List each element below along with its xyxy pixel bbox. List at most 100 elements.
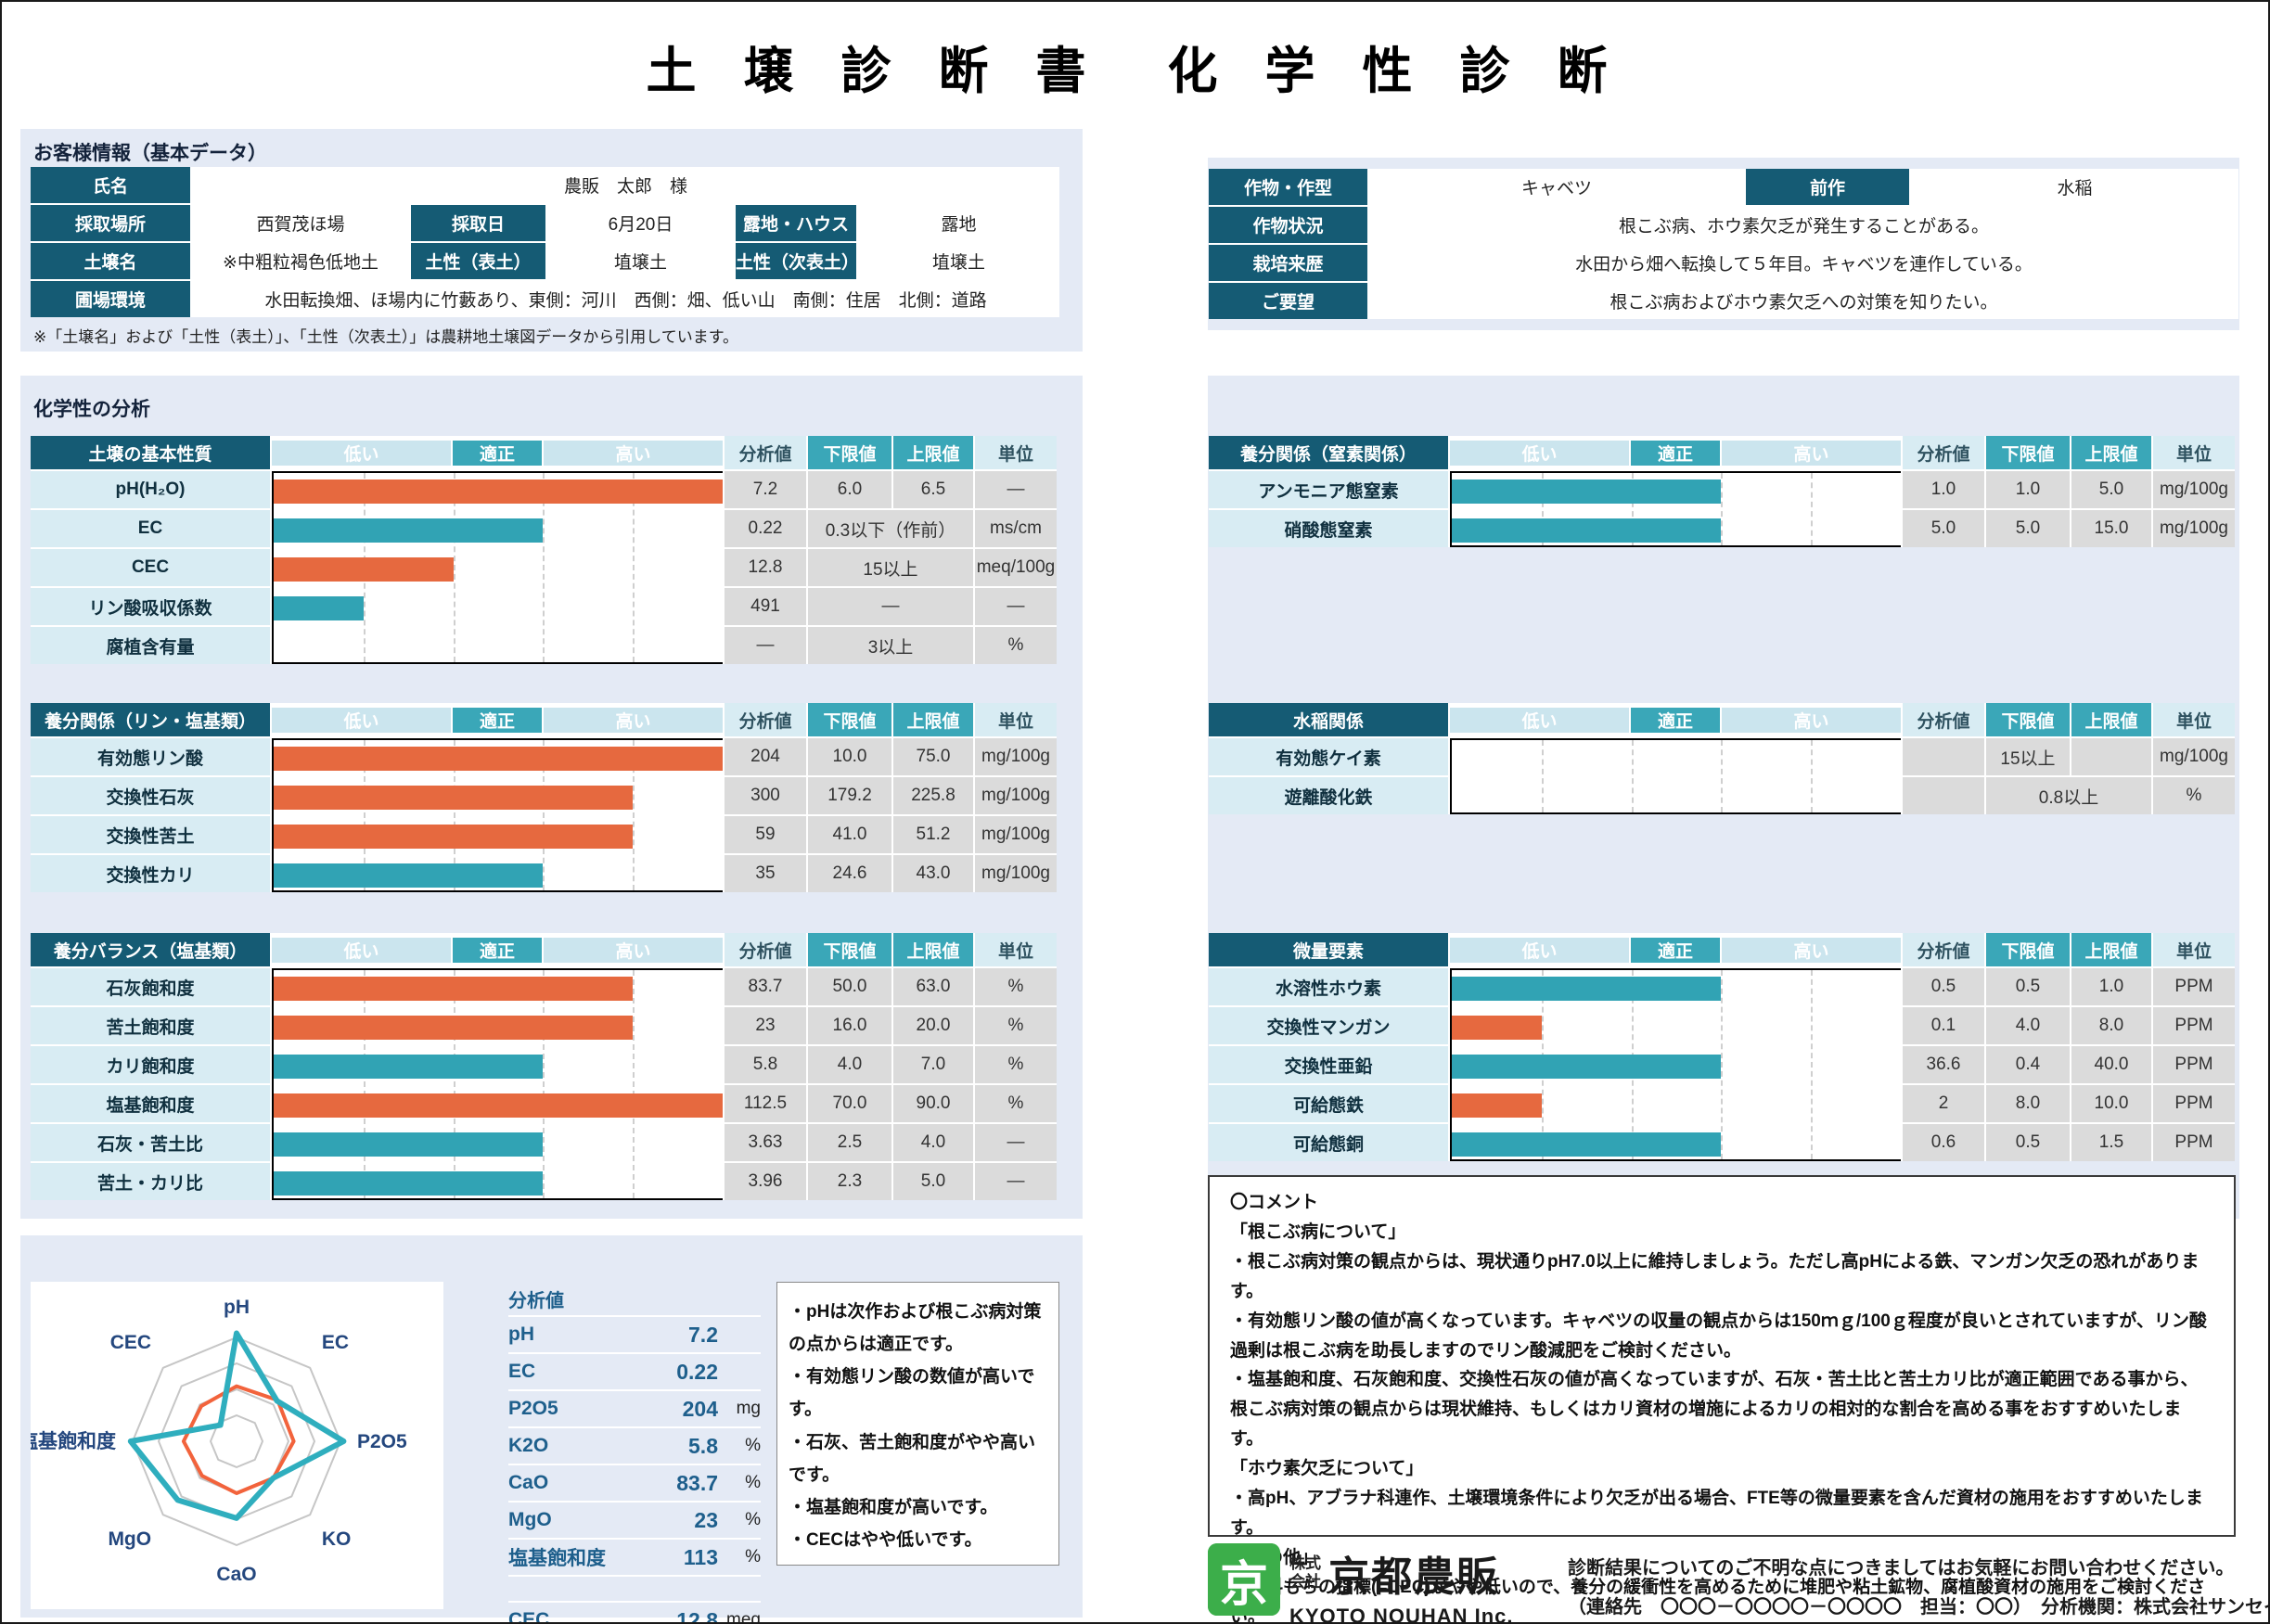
col-header-value: 分析値 bbox=[1903, 933, 1984, 966]
analysis-value: 35 bbox=[725, 855, 806, 892]
crop-type-label: 作物・作型 bbox=[1209, 169, 1367, 205]
company-name: 京都農販 bbox=[1328, 1554, 1499, 1600]
sample-date-value: 6月20日 bbox=[547, 205, 734, 241]
legend-low: 低い bbox=[272, 440, 451, 466]
legend-high: 高い bbox=[1722, 707, 1901, 733]
lower-limit: 24.6 bbox=[808, 855, 891, 892]
lower-limit: 4.0 bbox=[1986, 1007, 2070, 1044]
analysis-value: 0.5 bbox=[1903, 968, 1984, 1005]
unit: % bbox=[975, 1007, 1057, 1044]
unit: mg/100g bbox=[975, 816, 1057, 853]
plot-gridline bbox=[633, 740, 635, 890]
value-unit: % bbox=[745, 1510, 761, 1529]
row-label: 腐植含有量 bbox=[31, 627, 270, 664]
summary-note: ・石灰、苦土飽和度がやや高いです。 bbox=[789, 1432, 1036, 1485]
legend-strip: 低い 適正 高い bbox=[272, 436, 723, 469]
radar-axis-label: 塩基飽和度 bbox=[31, 1430, 116, 1452]
value-bar bbox=[274, 1055, 544, 1079]
row-label: 塩基飽和度 bbox=[31, 1085, 270, 1122]
upper-limit: 4.0 bbox=[893, 1124, 973, 1161]
lower-limit: 10.0 bbox=[808, 738, 891, 775]
legend-high: 高い bbox=[1722, 440, 1901, 466]
col-header-value: 分析値 bbox=[725, 933, 806, 966]
page-title: 土 壌 診 断 書化 学 性 診 断 bbox=[2, 30, 2268, 103]
analysis-value: 0.6 bbox=[1903, 1124, 1984, 1161]
contact-info: 診断結果についてのご不明な点につきましてはお気軽にお問い合わせください。 （連絡… bbox=[1568, 1549, 2268, 1622]
col-header-lower: 下限値 bbox=[1986, 436, 2070, 469]
col-header-unit: 単位 bbox=[975, 703, 1057, 736]
row-label: 有効態リン酸 bbox=[31, 738, 270, 775]
crop-table: 作物・作型 キャベツ 前作 水稲 作物状況 根こぶ病、ホウ素欠乏が発生することが… bbox=[1209, 169, 2238, 319]
radar-axis-label: KO bbox=[322, 1528, 352, 1550]
legend-ok: 適正 bbox=[453, 707, 542, 733]
unit: PPM bbox=[2153, 1124, 2235, 1161]
unit: % bbox=[975, 1046, 1057, 1083]
unit: ― bbox=[975, 1124, 1057, 1161]
lower-limit: 5.0 bbox=[1986, 510, 2070, 547]
plot-gridline bbox=[633, 473, 635, 662]
plot-gridline bbox=[1721, 473, 1724, 545]
unit: mg/100g bbox=[2153, 738, 2235, 775]
legend-low: 低い bbox=[1450, 707, 1629, 733]
unit: PPM bbox=[2153, 1007, 2235, 1044]
col-header-upper: 上限値 bbox=[893, 436, 973, 469]
value-unit: % bbox=[745, 1436, 761, 1455]
upper-limit: 225.8 bbox=[893, 777, 973, 814]
chart-table-title: 土壌の基本性質 bbox=[31, 436, 270, 469]
plot-gridline bbox=[1721, 970, 1724, 1159]
row-label: 硝酸態窒素 bbox=[1209, 510, 1448, 547]
unit: % bbox=[975, 968, 1057, 1005]
value-bar bbox=[274, 1132, 544, 1157]
plot-gridline bbox=[1541, 740, 1544, 812]
col-header-upper: 上限値 bbox=[2071, 436, 2151, 469]
analysis-value: 204 bbox=[725, 738, 806, 775]
analysis-value: 0.1 bbox=[1903, 1007, 1984, 1044]
field-env-label: 圃場環境 bbox=[31, 281, 190, 317]
plot-gridline bbox=[453, 970, 455, 1198]
plot-gridline bbox=[1811, 473, 1814, 545]
comment-line: ・塩基飽和度、石灰飽和度、交換性石灰の値が高くなっていますが、石灰・苦土比と苦土… bbox=[1230, 1370, 2199, 1450]
col-header-value: 分析値 bbox=[725, 703, 806, 736]
legend-high: 高い bbox=[544, 707, 723, 733]
value-unit: mg bbox=[736, 1399, 761, 1418]
comment-line: ・有効態リン酸の値が高くなっています。キャベツの収量の観点からは150ｍｇ/10… bbox=[1230, 1311, 2207, 1361]
col-header-value: 分析値 bbox=[725, 436, 806, 469]
previous-crop-label: 前作 bbox=[1746, 169, 1909, 205]
col-header-unit: 単位 bbox=[975, 933, 1057, 966]
comment-line: 「根こぶ病について」 bbox=[1230, 1221, 1406, 1242]
lower-limit: 2.3 bbox=[808, 1163, 891, 1200]
chart-table-title: 水稲関係 bbox=[1209, 703, 1448, 736]
legend-low: 低い bbox=[1450, 937, 1629, 963]
col-header-value: 分析値 bbox=[1903, 436, 1984, 469]
legend-ok: 適正 bbox=[453, 440, 542, 466]
summary-note: ・有効態リン酸の数値が高いです。 bbox=[789, 1367, 1035, 1420]
value-label: CaO bbox=[508, 1472, 549, 1493]
value-bar bbox=[1452, 518, 1722, 543]
values-list-row: CEC 12.8 meq bbox=[508, 1603, 761, 1623]
col-header-unit: 単位 bbox=[975, 436, 1057, 469]
analysis-value bbox=[1903, 738, 1984, 775]
lower-limit: 1.0 bbox=[1986, 471, 2070, 508]
comment-line: 〇コメント bbox=[1230, 1193, 1319, 1212]
unit: ― bbox=[975, 1163, 1057, 1200]
comment-line: ・高pH、アブラナ科連作、土壌環境条件により欠乏が出る場合、FTE等の微量要素を… bbox=[1230, 1489, 2203, 1538]
company-logo-block: 京 株式 会社 京都農販 KYOTO NOUHAN Inc. bbox=[1208, 1543, 1514, 1622]
upper-limit: 5.0 bbox=[2071, 471, 2151, 508]
upper-limit: 63.0 bbox=[893, 968, 973, 1005]
analysis-panel-left: 化学性の分析 土壌の基本性質 低い 適正 高い 分析値 下限値 上限値 単位 pH(H₂O) 7.… bbox=[20, 376, 1083, 1219]
value-bar bbox=[274, 1093, 723, 1118]
analysis-value: 5.0 bbox=[1903, 510, 1984, 547]
col-header-lower: 下限値 bbox=[1986, 933, 2070, 966]
unit: mg/100g bbox=[975, 777, 1057, 814]
upper-limit: 1.5 bbox=[2071, 1124, 2151, 1161]
radar-axis-label: CaO bbox=[216, 1564, 256, 1585]
lower-limit: 2.5 bbox=[808, 1124, 891, 1161]
analysis-value: 36.6 bbox=[1903, 1046, 1984, 1083]
values-list-row: CaO 83.7% bbox=[508, 1465, 761, 1503]
values-list-row: pH 7.2 bbox=[508, 1317, 761, 1354]
analysis-value: 5.8 bbox=[725, 1046, 806, 1083]
legend-low: 低い bbox=[1450, 440, 1629, 466]
upper-limit: 6.5 bbox=[893, 471, 973, 508]
plot-gridline bbox=[543, 473, 545, 662]
topsoil-texture-label: 土性（表土） bbox=[411, 243, 545, 279]
